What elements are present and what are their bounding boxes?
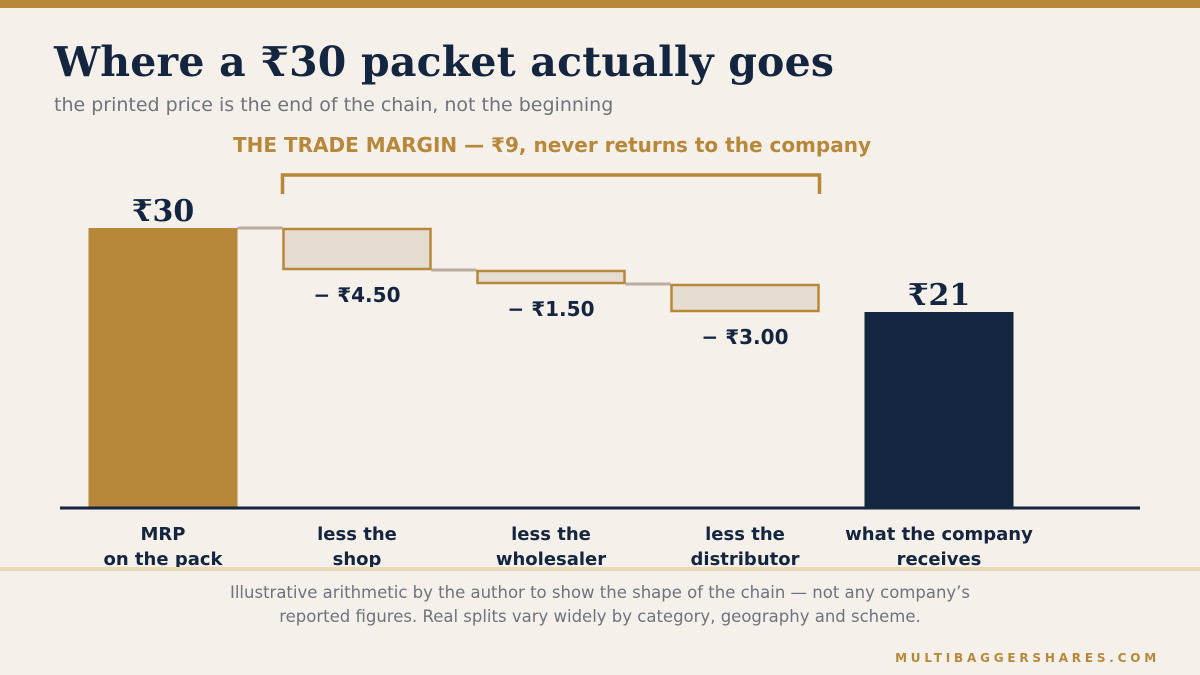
- deduction-bar: [476, 269, 626, 285]
- deduction-bar: [670, 283, 820, 313]
- deduction-bar: [282, 227, 432, 271]
- trade-margin-label: THE TRADE MARGIN — ₹9, never returns to …: [233, 133, 871, 157]
- category-label: less the: [317, 524, 397, 545]
- category-label: on the pack: [103, 549, 223, 570]
- footnote-line-2: reported figures. Real splits vary widel…: [279, 607, 921, 626]
- category-label: receives: [897, 549, 982, 570]
- company-receives-bar: [864, 312, 1014, 508]
- bar-value-label: ₹30: [132, 194, 195, 229]
- deduction-value-label: − ₹1.50: [508, 297, 595, 321]
- category-label: what the company: [845, 524, 1033, 545]
- category-label: less the: [705, 524, 785, 545]
- footnote-line-1: Illustrative arithmetic by the author to…: [229, 583, 971, 602]
- page-title: Where a ₹30 packet actually goes: [54, 38, 835, 86]
- trade-margin-bracket: [280, 173, 822, 194]
- footnote: Illustrative arithmetic by the author to…: [150, 581, 1050, 629]
- brand-wordmark: MULTIBAGGERSHARES.COM: [895, 651, 1160, 665]
- category-label: less the: [511, 524, 591, 545]
- category-label: shop: [333, 549, 382, 570]
- footer-divider: [0, 567, 1200, 571]
- bar-value-label: ₹21: [908, 278, 971, 313]
- deduction-value-label: − ₹4.50: [314, 283, 401, 307]
- mrp-bar: [88, 228, 238, 508]
- category-label: wholesaler: [496, 549, 606, 570]
- top-accent-bar: [0, 0, 1200, 8]
- category-label: distributor: [691, 549, 800, 570]
- deduction-value-label: − ₹3.00: [702, 325, 789, 349]
- page-subtitle: the printed price is the end of the chai…: [54, 94, 614, 116]
- category-label: MRP: [141, 524, 186, 545]
